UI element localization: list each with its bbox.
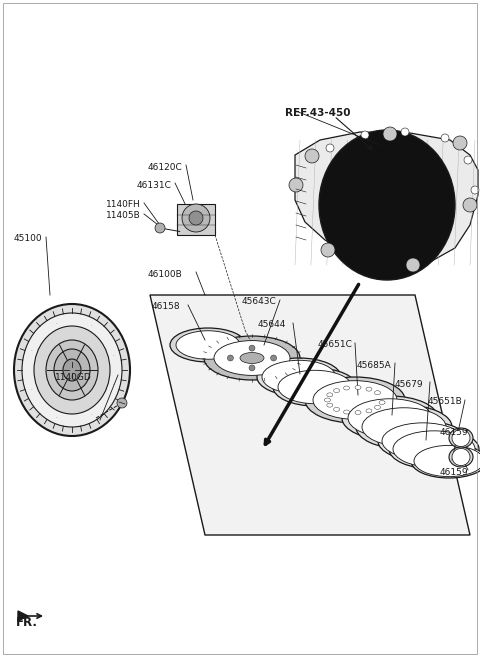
Ellipse shape [471,186,479,194]
Text: 45685A: 45685A [357,361,392,370]
Ellipse shape [344,410,349,414]
Ellipse shape [249,345,255,351]
Text: 1140FH: 1140FH [106,200,141,209]
Ellipse shape [464,156,472,164]
Ellipse shape [278,371,352,403]
Ellipse shape [46,340,98,400]
Ellipse shape [170,328,246,362]
Text: 11405B: 11405B [106,211,141,220]
Ellipse shape [449,447,473,467]
Ellipse shape [327,393,333,397]
Ellipse shape [14,304,130,436]
Ellipse shape [374,391,381,395]
Ellipse shape [463,198,477,212]
Ellipse shape [22,313,122,427]
Ellipse shape [449,428,473,448]
Text: 45651C: 45651C [318,340,353,349]
Ellipse shape [313,380,397,419]
Ellipse shape [240,353,264,363]
Ellipse shape [54,349,90,391]
Ellipse shape [327,403,333,407]
Ellipse shape [378,421,468,461]
Ellipse shape [257,358,341,396]
Ellipse shape [204,336,300,380]
Ellipse shape [406,258,420,272]
Ellipse shape [356,405,452,449]
Text: 1140GD: 1140GD [55,373,92,382]
Text: REF.43-450: REF.43-450 [285,108,350,118]
Text: -: - [91,413,92,417]
Ellipse shape [117,398,127,408]
Ellipse shape [305,377,405,423]
Ellipse shape [393,431,475,467]
Text: 45679: 45679 [395,380,424,389]
Ellipse shape [389,429,479,469]
Text: FR.: FR. [16,616,38,629]
Text: -: - [113,353,115,357]
Ellipse shape [214,340,290,375]
Text: -: - [91,323,92,327]
Ellipse shape [334,407,339,411]
Text: 46159: 46159 [440,428,468,437]
Ellipse shape [176,330,240,359]
Ellipse shape [355,411,361,415]
Ellipse shape [355,386,361,390]
Text: -: - [56,415,58,419]
Ellipse shape [334,388,339,393]
Text: 46159: 46159 [440,468,468,477]
Text: -: - [31,348,32,352]
Ellipse shape [326,144,334,152]
Ellipse shape [414,445,480,476]
Ellipse shape [319,130,455,280]
Ellipse shape [228,355,233,361]
Ellipse shape [342,396,438,440]
Text: 45643C: 45643C [242,297,277,306]
Text: -: - [31,388,32,392]
Ellipse shape [63,359,81,381]
Ellipse shape [383,127,397,141]
Polygon shape [295,132,478,268]
Polygon shape [150,295,470,535]
Text: 46158: 46158 [152,302,180,311]
Ellipse shape [379,401,385,405]
Ellipse shape [366,409,372,413]
Ellipse shape [441,134,449,142]
Ellipse shape [262,360,336,394]
Ellipse shape [348,399,432,438]
Ellipse shape [452,448,470,466]
Ellipse shape [182,204,210,232]
Text: 46100B: 46100B [148,270,183,279]
Ellipse shape [401,128,409,136]
Text: 46131C: 46131C [137,181,172,190]
Text: -: - [56,321,58,325]
Ellipse shape [305,149,319,163]
Ellipse shape [362,408,446,446]
Ellipse shape [249,365,255,371]
Text: 45651B: 45651B [428,397,463,406]
Ellipse shape [453,136,467,150]
Ellipse shape [321,243,335,257]
Ellipse shape [324,398,330,402]
Ellipse shape [452,430,470,447]
Ellipse shape [271,355,276,361]
Ellipse shape [344,386,349,390]
Ellipse shape [411,444,480,478]
Text: -: - [113,383,115,387]
Ellipse shape [273,368,357,406]
Polygon shape [18,611,28,621]
Text: 45100: 45100 [14,234,43,243]
Polygon shape [177,204,215,235]
Ellipse shape [382,423,464,459]
Text: 46120C: 46120C [148,163,183,172]
Ellipse shape [189,211,203,225]
Ellipse shape [361,131,369,139]
Ellipse shape [366,387,372,391]
Text: 45644: 45644 [258,320,287,329]
Ellipse shape [155,223,165,233]
Ellipse shape [374,405,381,409]
Ellipse shape [34,326,110,414]
Ellipse shape [289,178,303,192]
